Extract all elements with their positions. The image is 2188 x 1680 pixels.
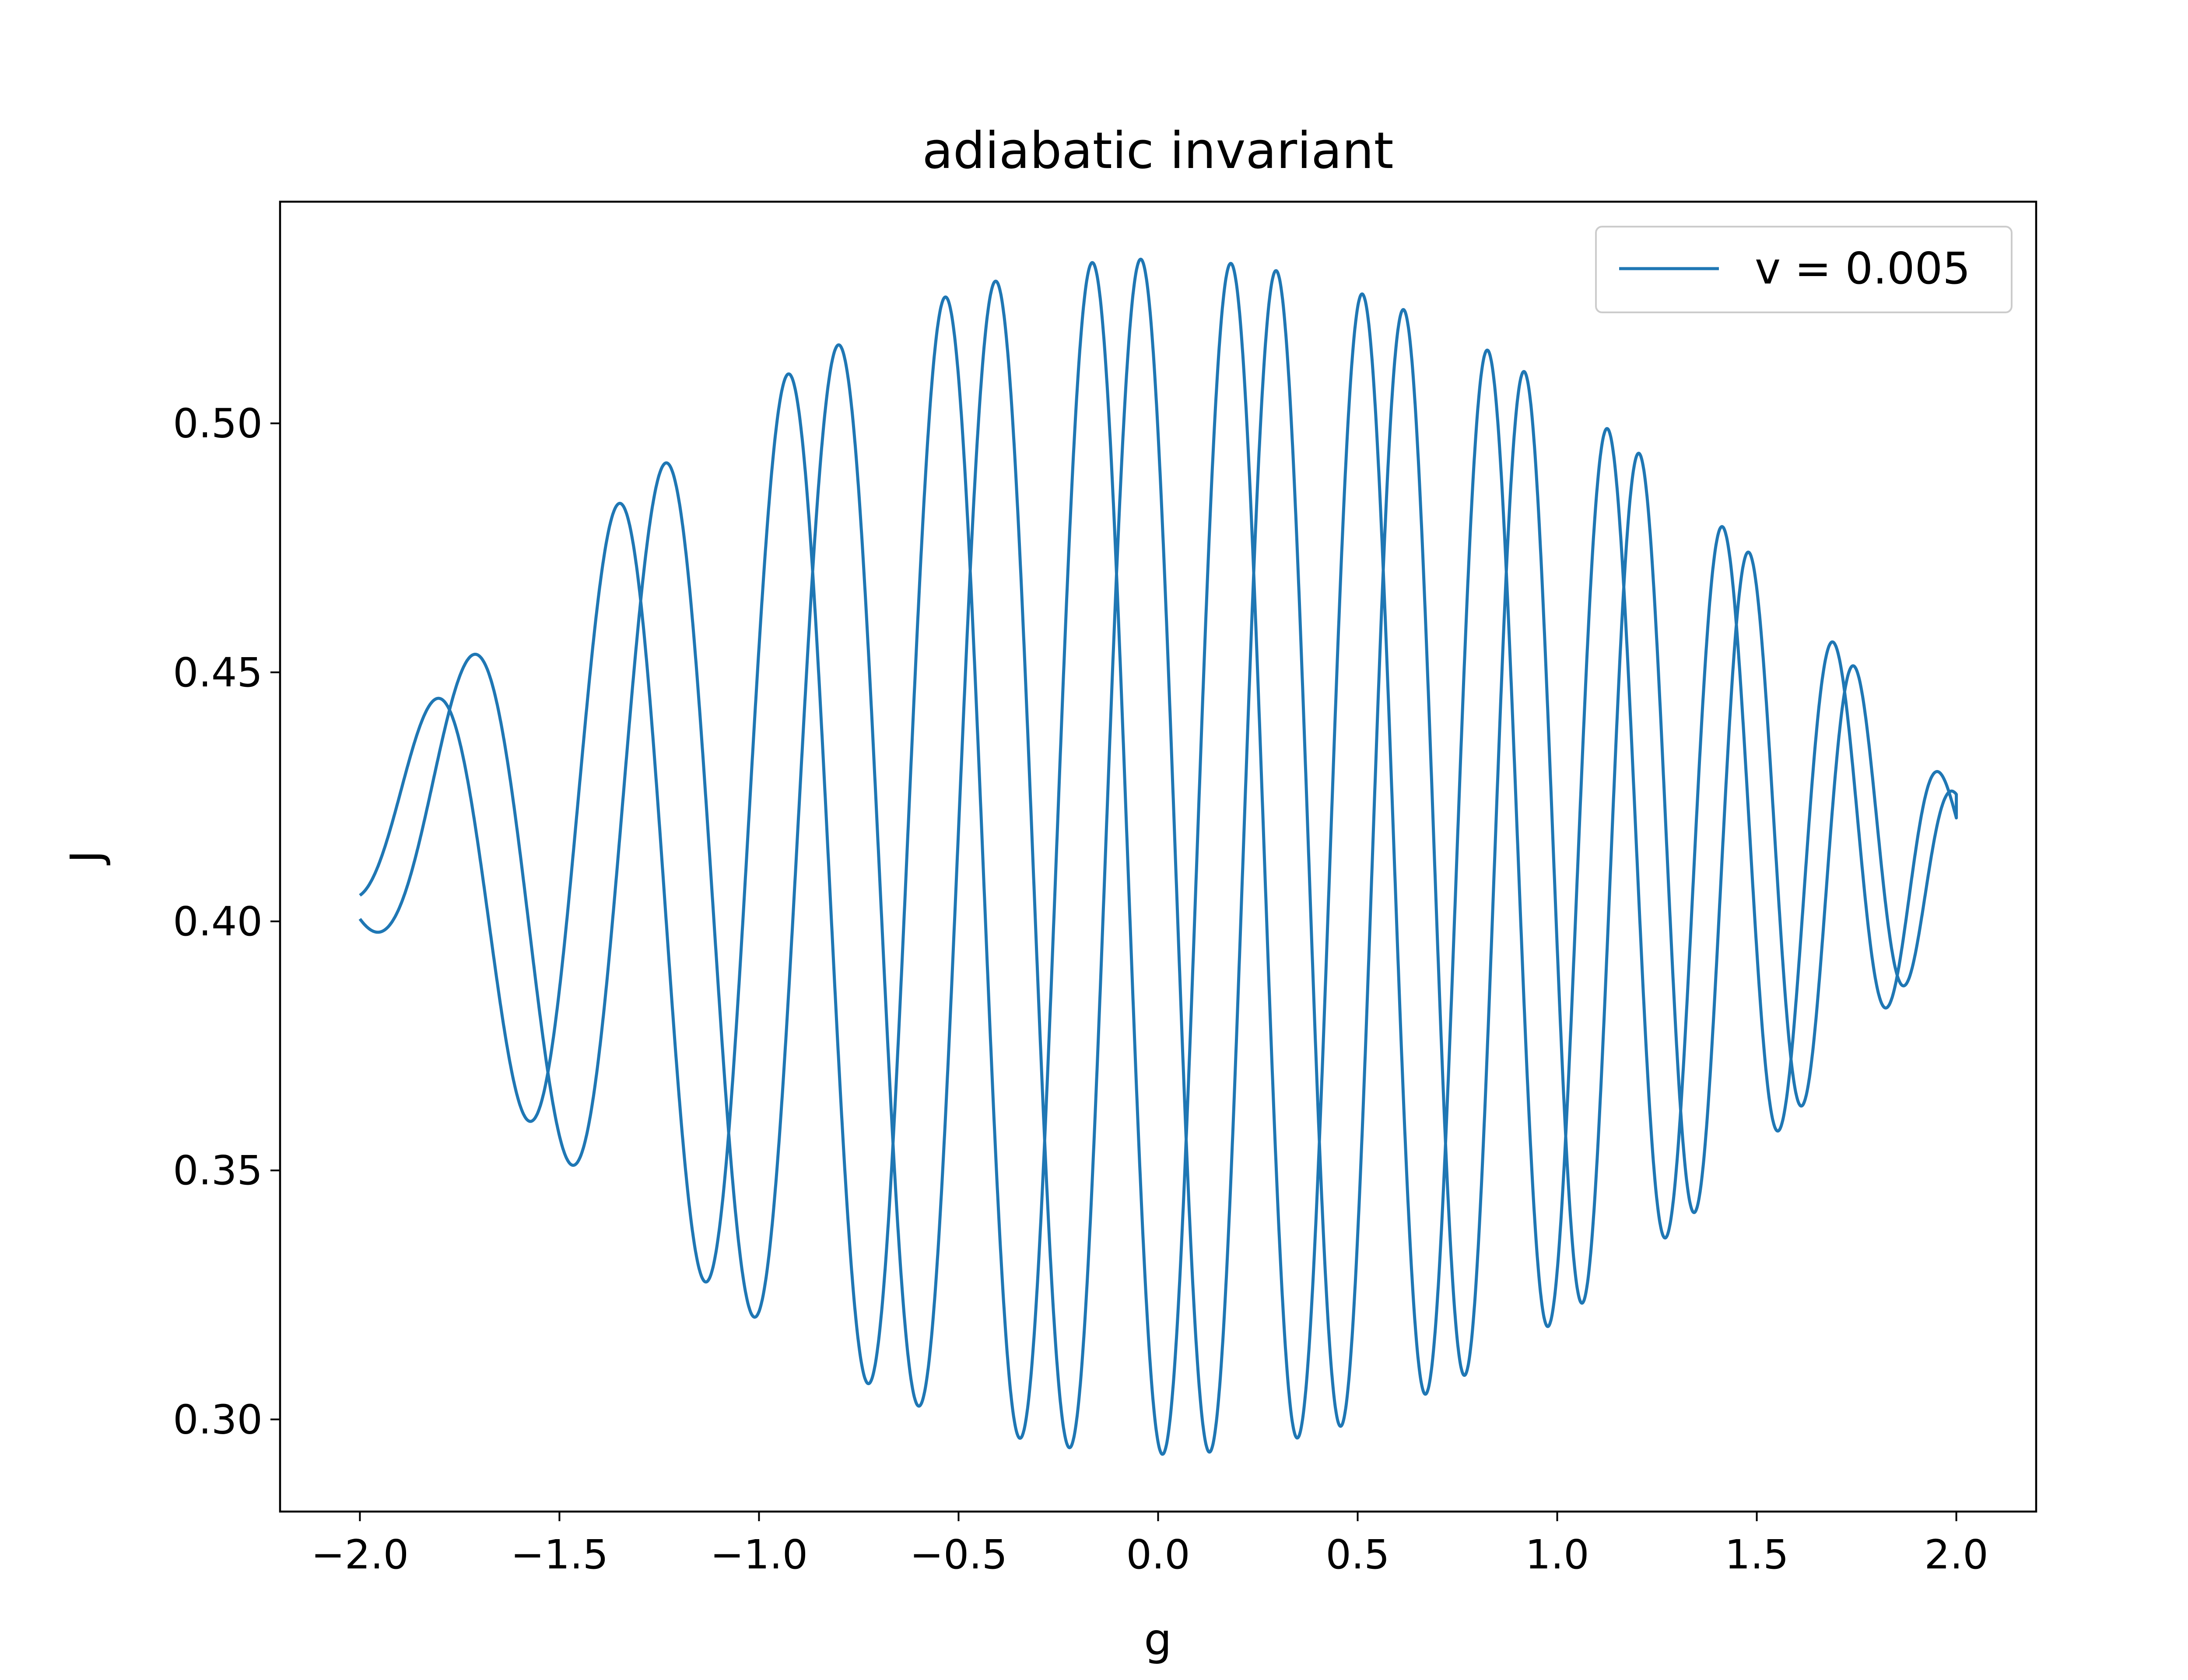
y-axis-label: J bbox=[61, 850, 112, 866]
series-line-v-0.005 bbox=[358, 258, 1958, 1456]
x-axis-label: g bbox=[1144, 1614, 1171, 1665]
x-tick-label: −2.0 bbox=[311, 1531, 409, 1578]
y-tick-label: 0.45 bbox=[173, 649, 263, 696]
series-layer bbox=[358, 258, 1958, 1456]
x-tick-label: 1.0 bbox=[1525, 1531, 1589, 1578]
legend-label: v = 0.005 bbox=[1755, 243, 1971, 294]
chart-title: adiabatic invariant bbox=[922, 122, 1393, 180]
x-tick-label: 2.0 bbox=[1924, 1531, 1988, 1578]
x-tick-label: −1.5 bbox=[511, 1531, 608, 1578]
x-tick-label: −0.5 bbox=[910, 1531, 1007, 1578]
x-tick-label: 0.5 bbox=[1325, 1531, 1389, 1578]
y-tick-label: 0.30 bbox=[173, 1396, 263, 1443]
y-axis-ticks: 0.30 0.35 0.40 0.45 0.50 bbox=[173, 400, 280, 1443]
x-tick-label: 0.0 bbox=[1126, 1531, 1190, 1578]
y-tick-label: 0.35 bbox=[173, 1147, 263, 1194]
legend: v = 0.005 bbox=[1595, 226, 2013, 313]
x-tick-label: −1.0 bbox=[710, 1531, 808, 1578]
x-tick-label: 1.5 bbox=[1725, 1531, 1788, 1578]
y-tick-label: 0.40 bbox=[173, 898, 263, 945]
y-tick-label: 0.50 bbox=[173, 400, 263, 447]
legend-box bbox=[1595, 226, 2013, 313]
x-axis-ticks: −2.0 −1.5 −1.0 −0.5 0.0 0.5 1.0 1.5 2.0 bbox=[311, 1512, 1988, 1578]
